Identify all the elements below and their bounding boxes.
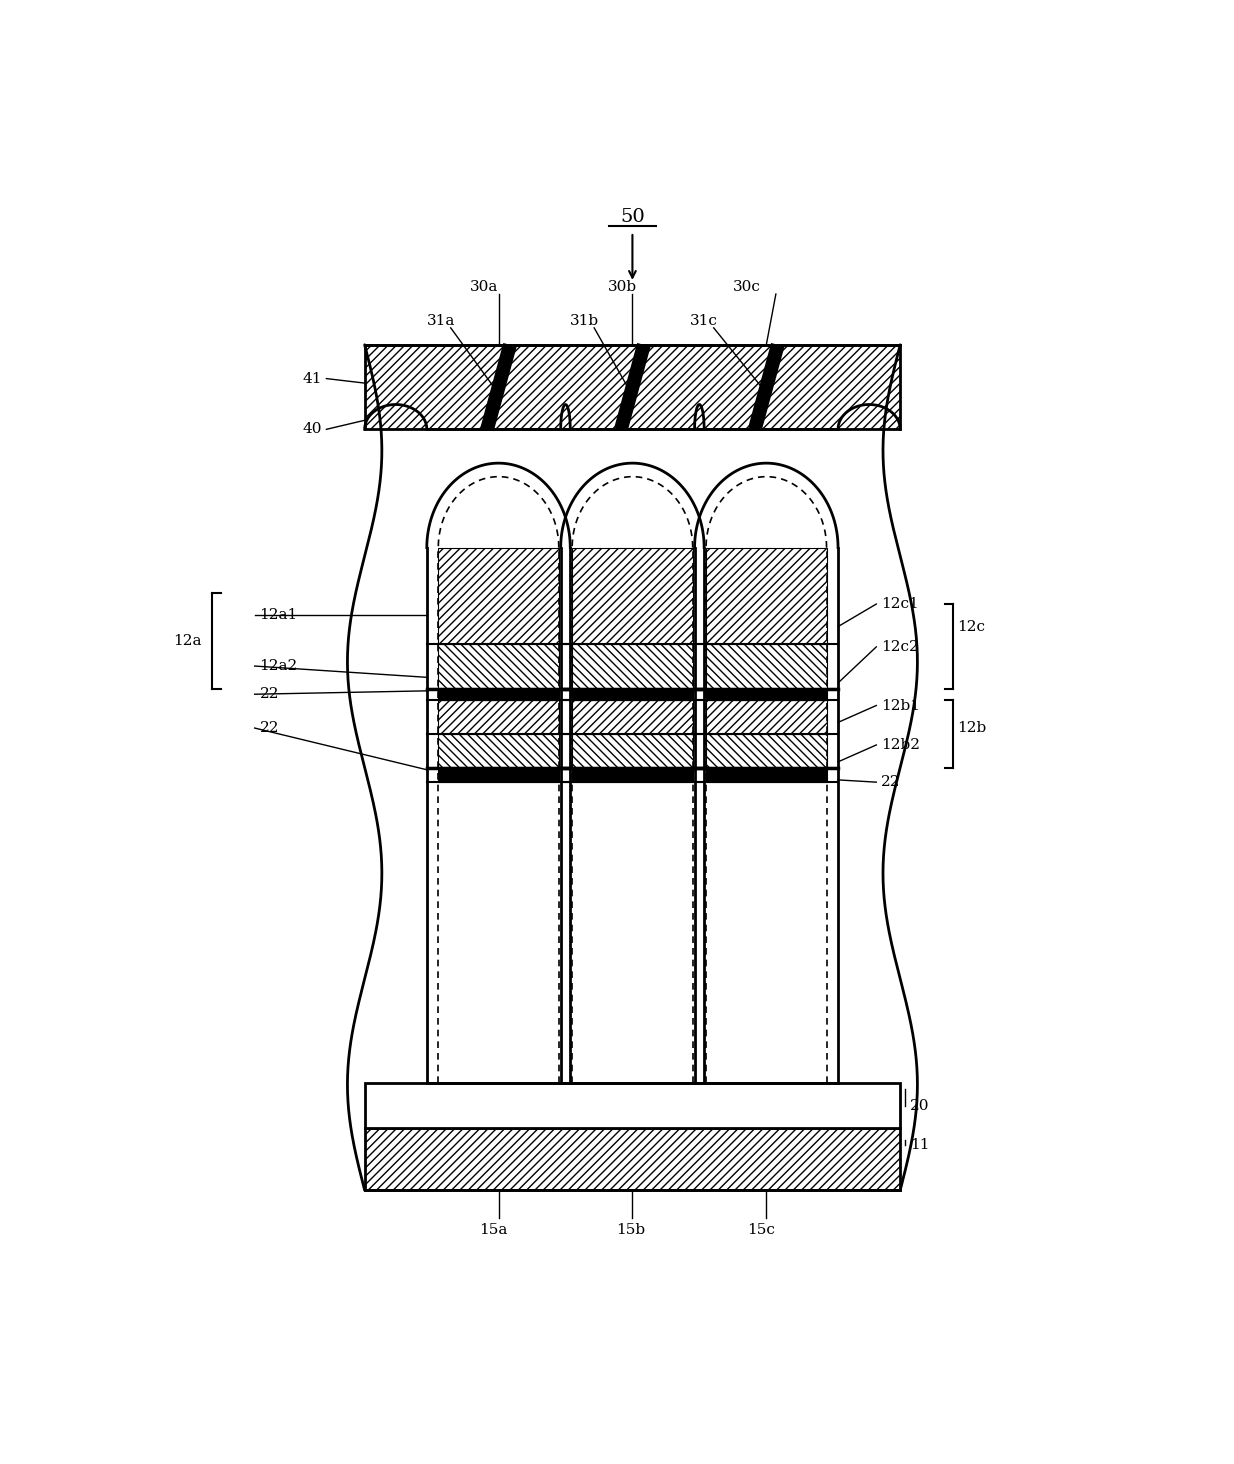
Bar bbox=[573, 548, 692, 1083]
Text: 12c1: 12c1 bbox=[881, 597, 919, 610]
Text: 12b: 12b bbox=[958, 722, 987, 735]
Text: 12a1: 12a1 bbox=[259, 609, 297, 622]
Bar bbox=[365, 429, 901, 1083]
Polygon shape bbox=[573, 477, 692, 548]
Text: 30a: 30a bbox=[470, 280, 499, 294]
Bar bbox=[573, 733, 692, 767]
Bar bbox=[706, 733, 827, 767]
Bar bbox=[438, 644, 559, 688]
Text: 12c2: 12c2 bbox=[881, 640, 919, 654]
Bar bbox=[573, 688, 692, 700]
Bar bbox=[573, 767, 692, 782]
Text: 12a: 12a bbox=[174, 634, 202, 647]
Bar bbox=[573, 548, 692, 644]
Text: 15c: 15c bbox=[748, 1222, 775, 1237]
Bar bbox=[365, 429, 901, 1083]
Text: 12b1: 12b1 bbox=[881, 698, 921, 713]
Bar bbox=[706, 548, 827, 644]
Text: 31a: 31a bbox=[427, 313, 455, 328]
Text: 22: 22 bbox=[259, 722, 279, 735]
Text: 15b: 15b bbox=[616, 1222, 645, 1237]
Text: 12a2: 12a2 bbox=[259, 659, 297, 673]
Text: 50: 50 bbox=[619, 208, 645, 227]
Bar bbox=[706, 688, 827, 700]
Bar bbox=[365, 1129, 901, 1190]
Polygon shape bbox=[706, 477, 827, 548]
Bar bbox=[706, 767, 827, 782]
Bar bbox=[438, 767, 559, 782]
Text: 30b: 30b bbox=[608, 280, 638, 294]
Text: 22: 22 bbox=[259, 687, 279, 701]
Text: 11: 11 bbox=[909, 1138, 929, 1152]
Text: 31c: 31c bbox=[690, 313, 718, 328]
Bar bbox=[706, 644, 827, 688]
Text: 20: 20 bbox=[909, 1098, 929, 1113]
Text: 12c: 12c bbox=[958, 619, 986, 634]
Text: 31b: 31b bbox=[570, 313, 600, 328]
Bar bbox=[706, 548, 827, 1083]
Bar bbox=[438, 688, 559, 700]
Bar bbox=[438, 548, 559, 644]
Bar bbox=[438, 548, 559, 1083]
Bar bbox=[573, 644, 692, 688]
Bar bbox=[706, 700, 827, 733]
Text: 30c: 30c bbox=[733, 280, 761, 294]
Text: 40: 40 bbox=[302, 422, 322, 436]
Bar bbox=[438, 700, 559, 733]
Bar bbox=[438, 733, 559, 767]
Polygon shape bbox=[438, 477, 559, 548]
Text: 22: 22 bbox=[881, 774, 901, 789]
Text: 41: 41 bbox=[302, 372, 322, 385]
Bar bbox=[365, 1083, 901, 1129]
Text: 15a: 15a bbox=[480, 1222, 508, 1237]
Bar bbox=[365, 344, 901, 429]
Bar bbox=[573, 700, 692, 733]
Text: 12b2: 12b2 bbox=[881, 738, 921, 752]
